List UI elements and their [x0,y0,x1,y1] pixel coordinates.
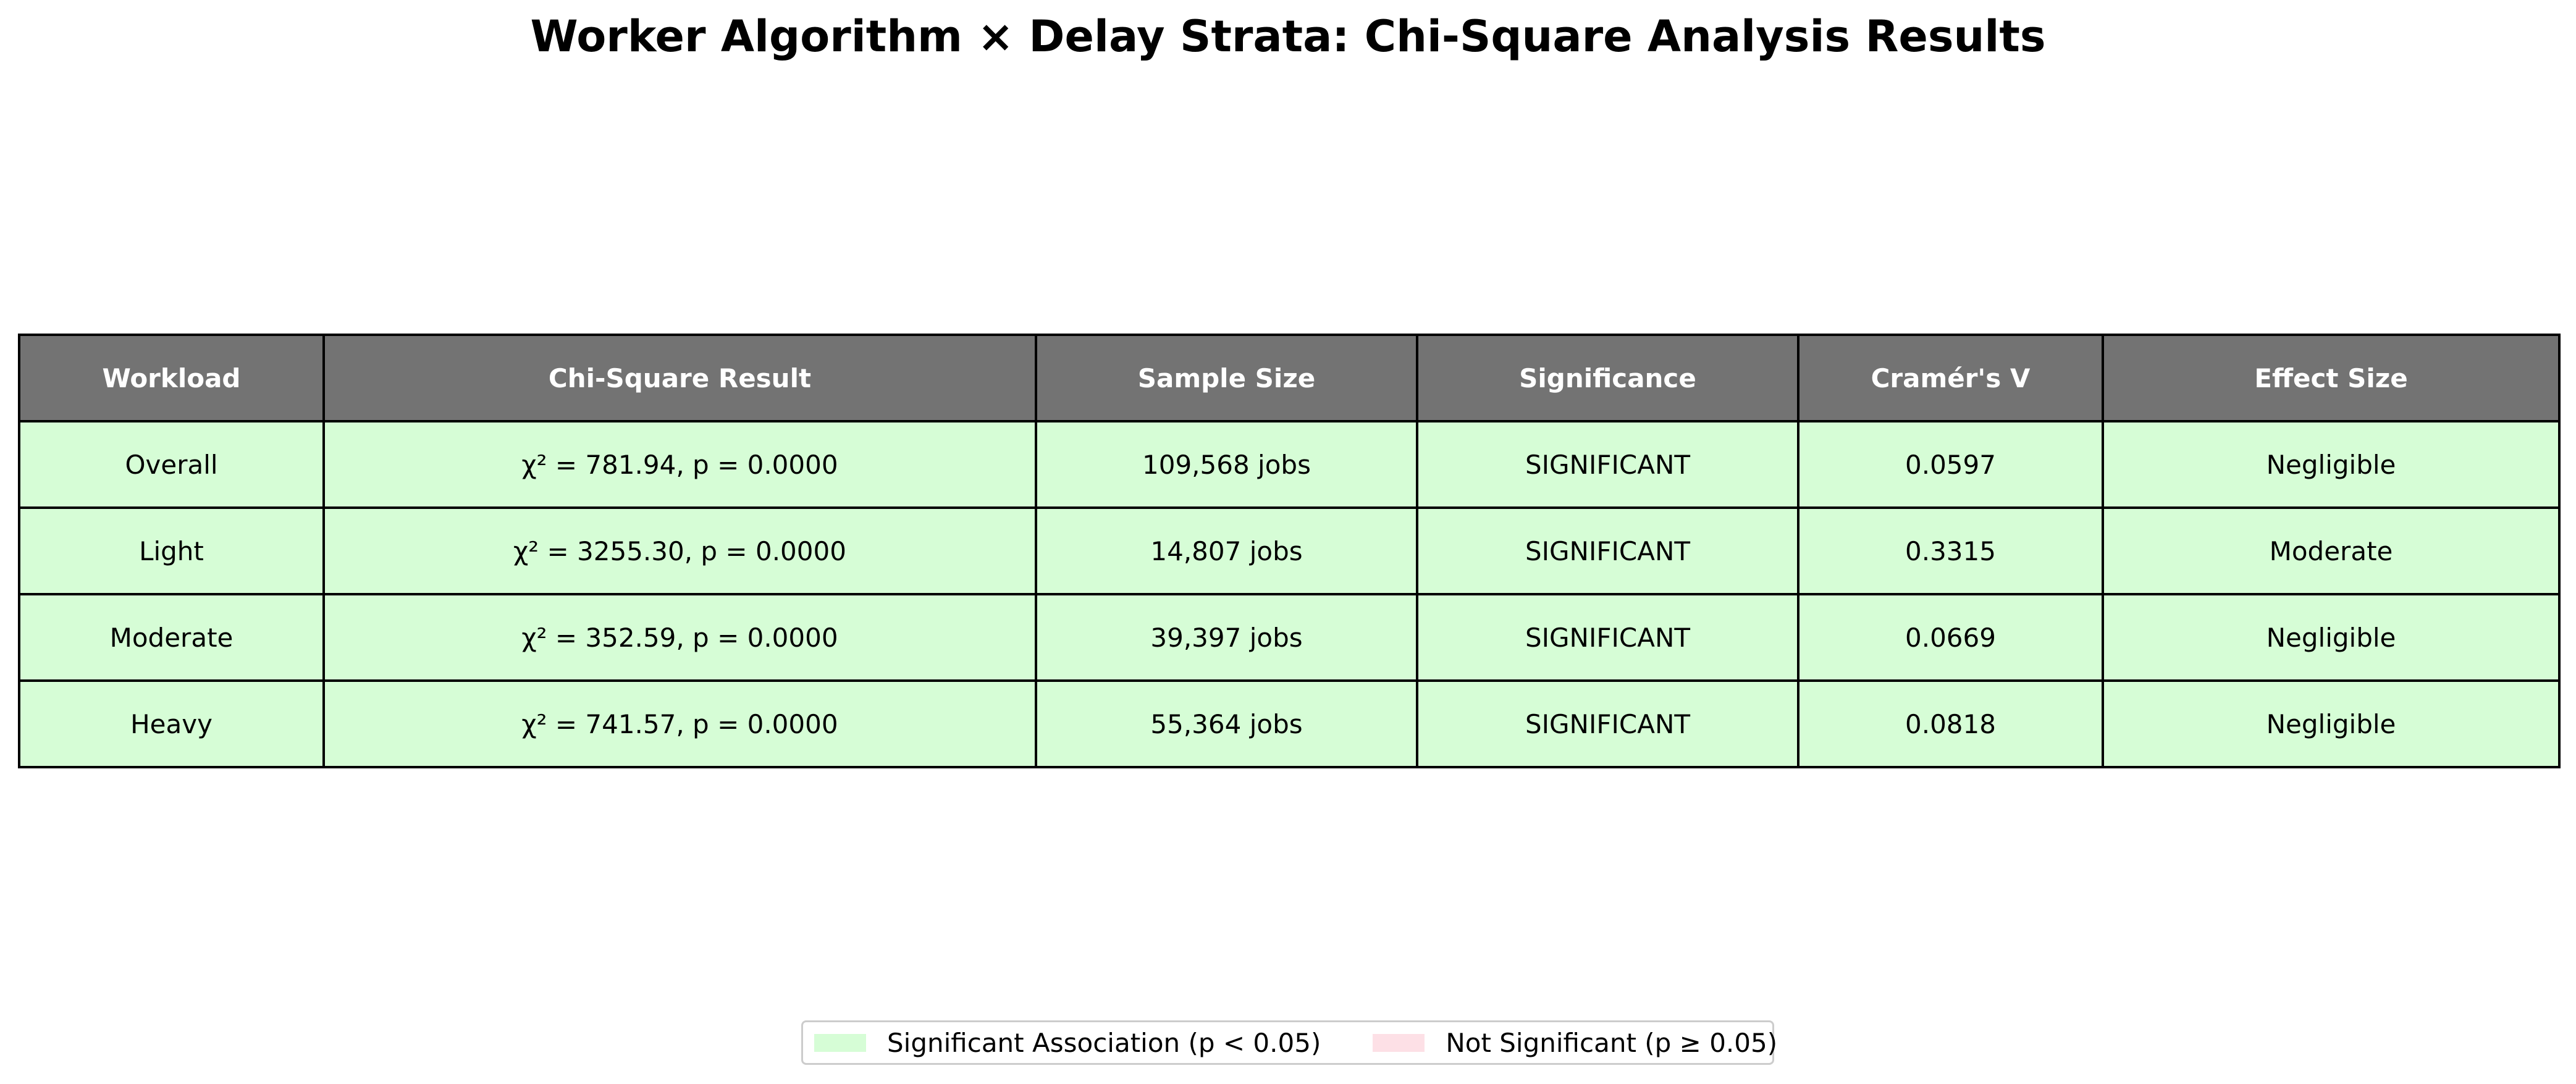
cell-sample-size: 14,807 jobs [1035,506,1418,595]
cell-significance: SIGNIFICANT [1416,506,1799,595]
cell-cramers-v: 0.0597 [1797,420,2104,509]
cell-cramers-v: 0.0818 [1797,679,2104,768]
column-header-effect-size: Effect Size [2102,334,2561,422]
cell-effect-size: Negligible [2102,679,2561,768]
column-header-sample-size: Sample Size [1035,334,1418,422]
results-table: Workload Chi-Square Result Sample Size S… [18,334,2561,768]
cell-effect-size: Negligible [2102,420,2561,509]
table-row: Light χ² = 3255.30, p = 0.0000 14,807 jo… [18,506,2561,595]
table-row: Moderate χ² = 352.59, p = 0.0000 39,397 … [18,593,2561,682]
cell-chi-square-result: χ² = 741.57, p = 0.0000 [322,679,1037,768]
table-header-row: Workload Chi-Square Result Sample Size S… [18,334,2561,422]
cell-workload: Moderate [18,593,325,682]
cell-chi-square-result: χ² = 781.94, p = 0.0000 [322,420,1037,509]
cell-sample-size: 109,568 jobs [1035,420,1418,509]
cell-workload: Heavy [18,679,325,768]
column-header-significance: Significance [1416,334,1799,422]
cell-cramers-v: 0.3315 [1797,506,2104,595]
legend: Significant Association (p < 0.05) Not S… [801,1020,1777,1065]
chart-title: Worker Algorithm × Delay Strata: Chi-Squ… [530,11,2046,62]
cell-significance: SIGNIFICANT [1416,593,1799,682]
cell-sample-size: 55,364 jobs [1035,679,1418,768]
cell-workload: Light [18,506,325,595]
legend-label-significant: Significant Association (p < 0.05) [887,1027,1321,1058]
column-header-cramers-v: Cramér's V [1797,334,2104,422]
cell-chi-square-result: χ² = 352.59, p = 0.0000 [322,593,1037,682]
legend-label-not-significant: Not Significant (p ≥ 0.05) [1446,1027,1778,1058]
cell-significance: SIGNIFICANT [1416,679,1799,768]
cell-sample-size: 39,397 jobs [1035,593,1418,682]
column-header-workload: Workload [18,334,325,422]
results-table-container: Workload Chi-Square Result Sample Size S… [18,334,2561,768]
legend-item-significant: Significant Association (p < 0.05) [814,1028,1321,1058]
cell-effect-size: Negligible [2102,593,2561,682]
legend-swatch-significant [814,1033,866,1052]
table-row: Heavy χ² = 741.57, p = 0.0000 55,364 job… [18,679,2561,768]
cell-significance: SIGNIFICANT [1416,420,1799,509]
cell-cramers-v: 0.0669 [1797,593,2104,682]
table-row: Overall χ² = 781.94, p = 0.0000 109,568 … [18,420,2561,509]
cell-chi-square-result: χ² = 3255.30, p = 0.0000 [322,506,1037,595]
legend-item-not-significant: Not Significant (p ≥ 0.05) [1373,1028,1777,1058]
cell-effect-size: Moderate [2102,506,2561,595]
legend-swatch-not-significant [1373,1033,1425,1052]
column-header-chi-square-result: Chi-Square Result [322,334,1037,422]
cell-workload: Overall [18,420,325,509]
